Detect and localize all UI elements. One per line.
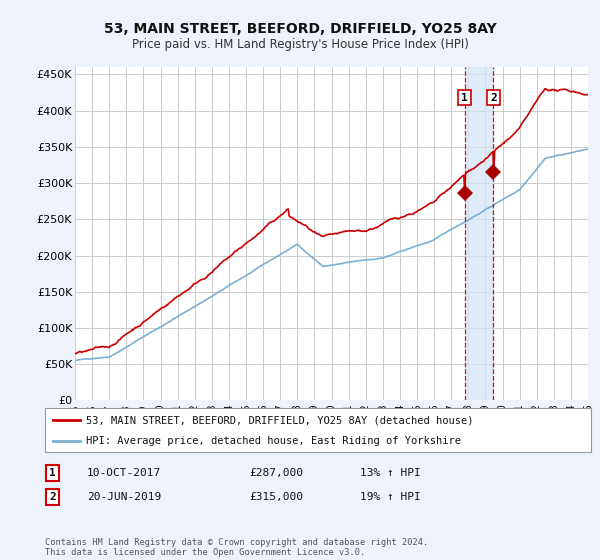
- Text: £315,000: £315,000: [249, 492, 303, 502]
- Text: HPI: Average price, detached house, East Riding of Yorkshire: HPI: Average price, detached house, East…: [86, 436, 461, 446]
- Text: 1: 1: [461, 92, 468, 102]
- Text: 13% ↑ HPI: 13% ↑ HPI: [360, 468, 421, 478]
- Text: 2: 2: [490, 92, 497, 102]
- Bar: [464, 67, 493, 400]
- Text: 53, MAIN STREET, BEEFORD, DRIFFIELD, YO25 8AY (detached house): 53, MAIN STREET, BEEFORD, DRIFFIELD, YO2…: [86, 415, 473, 425]
- Text: 53, MAIN STREET, BEEFORD, DRIFFIELD, YO25 8AY: 53, MAIN STREET, BEEFORD, DRIFFIELD, YO2…: [104, 22, 496, 36]
- Text: 20-JUN-2019: 20-JUN-2019: [87, 492, 161, 502]
- Text: 2: 2: [49, 492, 56, 502]
- Text: Contains HM Land Registry data © Crown copyright and database right 2024.
This d: Contains HM Land Registry data © Crown c…: [45, 538, 428, 557]
- Text: 10-OCT-2017: 10-OCT-2017: [87, 468, 161, 478]
- Text: £287,000: £287,000: [249, 468, 303, 478]
- Text: 1: 1: [49, 468, 56, 478]
- Text: Price paid vs. HM Land Registry's House Price Index (HPI): Price paid vs. HM Land Registry's House …: [131, 38, 469, 50]
- Text: 19% ↑ HPI: 19% ↑ HPI: [360, 492, 421, 502]
